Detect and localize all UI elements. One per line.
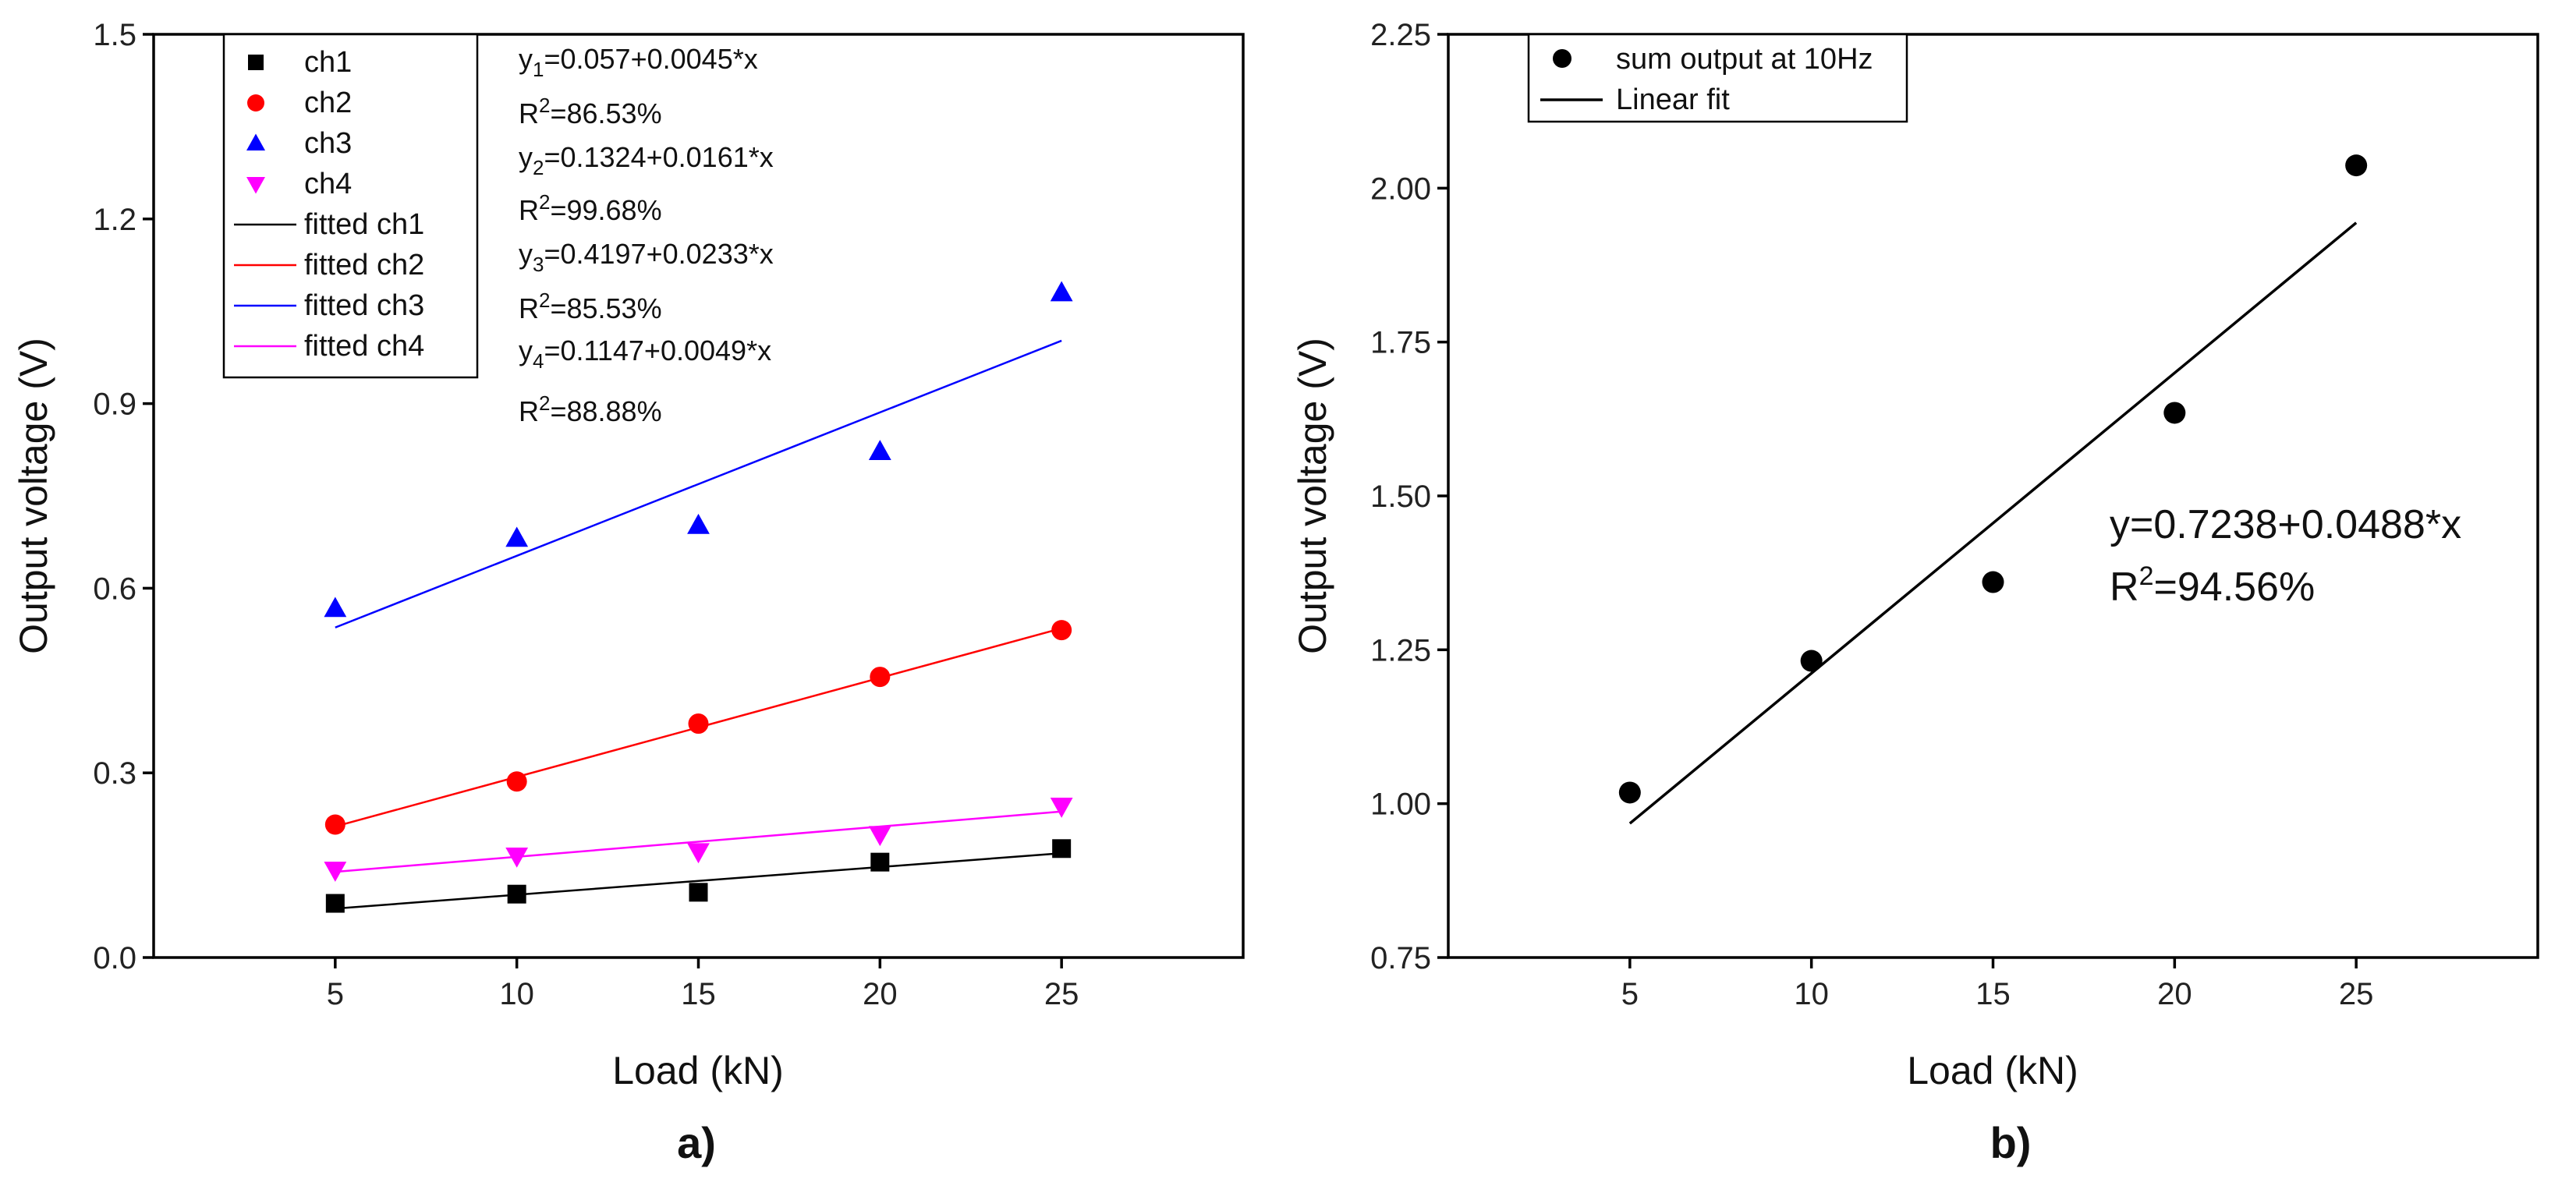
y-tick-label: 1.75 — [1370, 326, 1431, 360]
data-point-ch1 — [1052, 839, 1072, 858]
data-point-sum-output-at-10hz — [2345, 154, 2368, 177]
x-tick-label: 15 — [1975, 977, 2011, 1011]
data-point-sum-output-at-10hz — [2163, 402, 2186, 424]
data-point-ch1 — [689, 883, 708, 902]
panel-a-plot-area — [324, 281, 1073, 913]
data-point-ch2 — [324, 814, 345, 835]
legend-label-fitted-ch3: fitted ch3 — [304, 289, 424, 322]
r2-ch3: R2=85.53% — [519, 289, 662, 324]
legend-label-fitted-ch4: fitted ch4 — [304, 330, 424, 363]
panel-b-plot-area — [1618, 154, 2368, 825]
data-point-ch2 — [870, 667, 891, 688]
y-tick-label: 0.3 — [93, 756, 136, 791]
data-point-ch3 — [1050, 281, 1073, 302]
panel-a-label: a) — [677, 1118, 716, 1167]
legend-label-ch1: ch1 — [304, 46, 352, 79]
x-tick-label: 15 — [681, 977, 716, 1011]
fit-line-fitted-ch1 — [335, 851, 1062, 910]
equation-ch4: y4=0.1147+0.0049*x — [519, 335, 771, 373]
panel-a-chart: 5 10 15 20 25 0.0 0.3 0.6 0.9 1.2 1.5 Load (kN) Ou… — [12, 18, 1245, 1167]
y-tick-label: 0.0 — [93, 941, 136, 975]
panel-b-y-axis-title: Output voltage (V) — [1291, 338, 1334, 654]
data-point-ch2 — [1051, 620, 1072, 641]
panel-b-axis-ticks: 5 10 15 20 25 0.75 1.00 1.25 1.50 1.75 2.00 2.25 — [1370, 18, 2373, 1011]
r2-ch4: R2=88.88% — [519, 391, 662, 427]
x-tick-label: 20 — [2157, 977, 2192, 1011]
data-point-sum-output-at-10hz — [1618, 781, 1641, 804]
legend-label-fitted-ch1: fitted ch1 — [304, 208, 424, 241]
x-tick-label: 10 — [1794, 977, 1829, 1011]
x-tick-label: 5 — [327, 977, 344, 1011]
legend-marker-ch2 — [247, 94, 264, 112]
panel-a-axis-ticks: 5 10 15 20 25 0.0 0.3 0.6 0.9 1.2 1.5 — [93, 18, 1079, 1011]
data-point-sum-output-at-10hz — [1800, 650, 1823, 672]
fit-line-fitted-ch4 — [335, 810, 1062, 873]
legend-marker-ch4 — [246, 177, 265, 194]
x-tick-label: 25 — [2339, 977, 2374, 1011]
equation-ch1: y1=0.057+0.0045*x — [519, 43, 758, 81]
y-tick-label: 1.00 — [1370, 788, 1431, 822]
legend-label-ch2: ch2 — [304, 87, 352, 119]
legend-label-sum-output: sum output at 10Hz — [1616, 43, 1873, 76]
y-tick-label: 2.00 — [1370, 172, 1431, 206]
legend-label-ch4: ch4 — [304, 168, 352, 200]
data-point-ch3 — [505, 526, 529, 547]
data-point-ch4 — [1050, 798, 1073, 818]
legend-marker-sum-output — [1553, 49, 1571, 68]
data-point-ch4 — [324, 862, 347, 882]
data-point-ch4 — [687, 843, 710, 864]
data-point-ch1 — [325, 894, 345, 913]
data-point-ch1 — [870, 852, 890, 872]
equation-ch3: y3=0.4197+0.0233*x — [519, 238, 774, 276]
panel-b-equation: y=0.7238+0.0488*x R2=94.56% — [2110, 502, 2461, 610]
panel-b-legend: sum output at 10Hz Linear fit — [1527, 33, 1908, 123]
panel-a-legend: ch1 ch2 ch3 ch4 fitted ch1 fitted ch2 fi… — [222, 33, 479, 379]
r2-sum: R2=94.56% — [2110, 561, 2315, 610]
panel-b-chart: 5 10 15 20 25 0.75 1.00 1.25 1.50 1.75 2.00 2.25 Lo… — [1291, 18, 2539, 1167]
fit-line-linear-fit — [1628, 221, 2358, 825]
legend-label-linear-fit: Linear fit — [1616, 83, 1730, 116]
data-point-ch2 — [688, 713, 709, 735]
x-tick-label: 10 — [499, 977, 534, 1011]
data-point-ch4 — [868, 826, 891, 847]
legend-marker-ch3 — [246, 133, 265, 150]
y-tick-label: 0.9 — [93, 388, 136, 422]
y-tick-label: 1.50 — [1370, 480, 1431, 514]
fit-line-fitted-ch3 — [335, 339, 1062, 628]
x-tick-label: 25 — [1044, 977, 1079, 1011]
data-point-sum-output-at-10hz — [1982, 571, 2004, 593]
panel-a-x-axis-title: Load (kN) — [612, 1049, 784, 1092]
data-point-ch3 — [687, 513, 710, 534]
data-point-ch4 — [505, 847, 529, 868]
y-tick-label: 1.25 — [1370, 633, 1431, 667]
x-tick-label: 20 — [863, 977, 898, 1011]
panel-a-y-axis-title: Output voltage (V) — [12, 338, 55, 654]
panel-b-x-axis-title: Load (kN) — [1907, 1049, 2078, 1092]
legend-label-ch3: ch3 — [304, 127, 352, 160]
y-tick-label: 1.2 — [93, 203, 136, 237]
y-tick-label: 2.25 — [1370, 18, 1431, 52]
data-point-ch1 — [507, 884, 526, 904]
panel-b-label: b) — [1990, 1118, 2032, 1167]
legend-label-fitted-ch2: fitted ch2 — [304, 249, 424, 281]
panel-a-equations: y1=0.057+0.0045*x R2=86.53% y2=0.1324+0.… — [519, 43, 774, 427]
legend-marker-ch1 — [248, 55, 264, 70]
r2-ch2: R2=99.68% — [519, 190, 662, 226]
data-point-ch3 — [868, 440, 891, 460]
data-point-ch2 — [506, 771, 527, 792]
r2-ch1: R2=86.53% — [519, 94, 662, 129]
y-tick-label: 1.5 — [93, 18, 136, 52]
equation-ch2: y2=0.1324+0.0161*x — [519, 141, 774, 179]
equation-sum: y=0.7238+0.0488*x — [2110, 502, 2461, 547]
data-point-ch3 — [324, 596, 347, 618]
y-tick-label: 0.6 — [93, 572, 136, 606]
panel-b-frame — [1447, 33, 2539, 959]
y-tick-label: 0.75 — [1370, 941, 1431, 975]
x-tick-label: 5 — [1621, 977, 1639, 1011]
